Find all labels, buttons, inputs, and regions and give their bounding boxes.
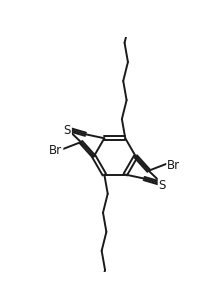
Text: S: S bbox=[64, 124, 71, 137]
Text: Br: Br bbox=[49, 144, 62, 157]
Text: Br: Br bbox=[167, 159, 180, 172]
Text: S: S bbox=[159, 179, 166, 192]
